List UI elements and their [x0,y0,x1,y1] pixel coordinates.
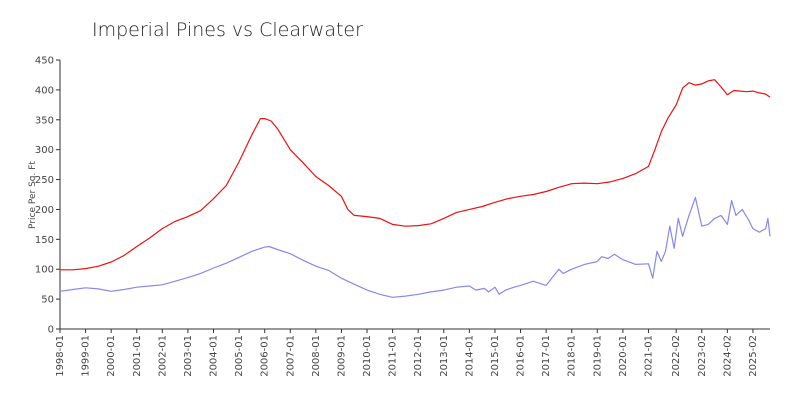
x-tick-label: 2024-02 [722,335,733,377]
chart-title: Imperial Pines vs Clearwater [92,19,363,41]
x-tick-label: 2017-01 [541,335,552,377]
x-tick-label: 2019-01 [592,335,603,377]
y-tick-label: 0 [48,325,54,336]
x-tick-label: 2002-01 [157,335,168,377]
x-tick-label: 2021-01 [643,335,654,377]
y-tick-label: 250 [35,175,54,186]
x-tick-label: 2014-01 [464,335,475,377]
y-tick-label: 400 [35,85,54,96]
x-tick-label: 2011-01 [388,335,399,377]
x-tick-label: 2022-02 [671,335,682,377]
x-tick-label: 2006-01 [260,335,271,377]
x-tick-label: 2005-01 [234,335,245,377]
x-tick-label: 2013-01 [439,335,450,377]
x-tick-label: 1998-01 [55,335,66,377]
series-line-2 [59,196,771,298]
y-tick-label: 300 [35,145,54,156]
x-ticks: 1998-01 1999-01 2000-01 2001-01 2002-01 2003-… [55,329,759,377]
y-tick-label: 200 [35,205,54,216]
x-tick-label: 2009-01 [336,335,347,377]
x-tick-label: 2020-01 [618,335,629,377]
x-tick-label: 2007-01 [285,335,296,377]
y-tick-label: 350 [35,115,54,126]
x-tick-label: 2016-01 [516,335,527,377]
y-tick-label: 100 [35,265,54,276]
y-ticks: 0 50 100 150 200 250 300 350 400 450 [35,56,60,336]
y-axis-label: Price Per Sq. Ft [28,161,38,229]
x-tick-label: 2025-02 [748,335,759,377]
y-tick-label: 50 [41,295,54,306]
series-lines [59,79,771,298]
x-tick-label: 1999-01 [81,335,92,377]
x-tick-label: 2010-01 [362,335,373,377]
y-tick-label: 150 [35,235,54,246]
x-tick-label: 2023-02 [697,335,708,377]
x-tick-label: 2000-01 [106,335,117,377]
x-tick-label: 2015-01 [490,335,501,377]
y-tick-label: 450 [35,56,54,67]
series-line-1 [60,79,771,271]
x-tick-label: 2001-01 [132,335,143,377]
x-tick-label: 2018-01 [567,335,578,377]
x-tick-label: 2008-01 [311,335,322,377]
x-tick-label: 2003-01 [183,335,194,377]
x-tick-label: 2004-01 [209,335,220,377]
x-tick-label: 2012-01 [413,335,424,377]
